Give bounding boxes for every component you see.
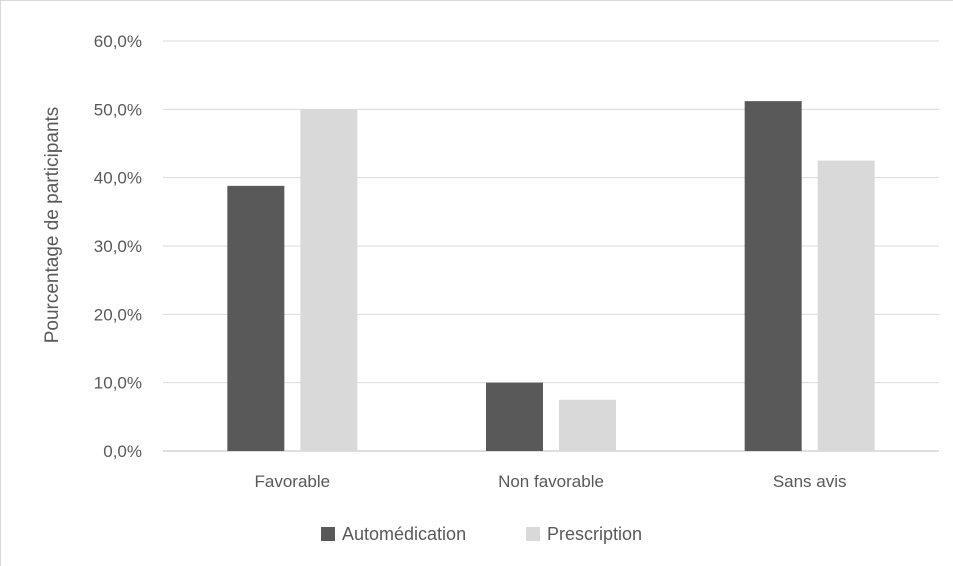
legend-label: Prescription: [547, 524, 642, 544]
y-tick-label: 50,0%: [94, 100, 142, 119]
bar-autom-dication-favorable: [227, 185, 285, 451]
bars: [227, 101, 875, 452]
x-axis-category-labels: Favorable Non favorable Sans avis: [255, 472, 847, 491]
bar-autom-dication-sans-avis: [744, 101, 802, 451]
y-tick-label: 60,0%: [94, 32, 142, 51]
y-tick-label: 10,0%: [94, 374, 142, 393]
y-tick-label: 0,0%: [103, 442, 142, 461]
legend-swatch: [321, 527, 335, 541]
bar-prescription-non-favorable: [559, 399, 616, 451]
legend-label: Automédication: [342, 524, 466, 544]
bar-autom-dication-non-favorable: [486, 382, 543, 451]
x-category-label: Favorable: [255, 472, 331, 491]
y-tick-label: 30,0%: [94, 237, 142, 256]
gridlines: [163, 40, 939, 452]
x-category-label: Sans avis: [773, 472, 847, 491]
y-axis-title: Pourcentage de participants: [42, 107, 63, 344]
legend-swatch: [526, 527, 540, 541]
x-category-label: Non favorable: [498, 472, 604, 491]
legend: Automédication Prescription: [321, 524, 642, 544]
bar-prescription-favorable: [300, 109, 358, 451]
y-tick-label: 20,0%: [94, 305, 142, 324]
bar-prescription-sans-avis: [817, 160, 875, 452]
y-tick-label: 40,0%: [94, 169, 142, 188]
y-axis-tick-labels: 0,0% 10,0% 20,0% 30,0% 40,0% 50,0% 60,0%: [94, 32, 142, 461]
